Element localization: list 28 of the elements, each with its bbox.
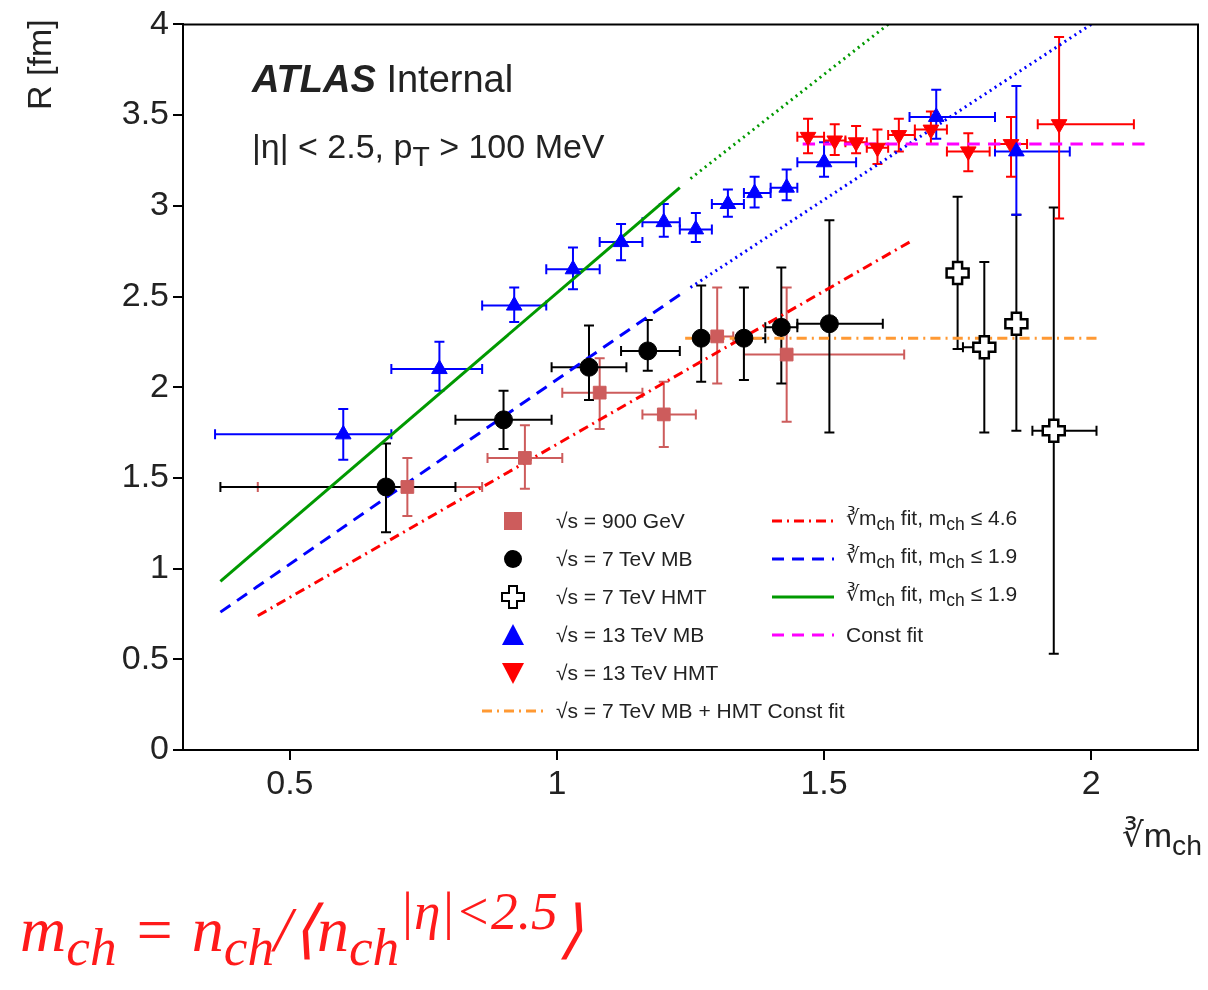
annotation: |η| < 2.5, p$_{T}$ > 100 MeV — [252, 127, 605, 173]
legend-label: √s = 7 TeV MB — [556, 547, 693, 571]
y-tick-label: 4 — [150, 2, 169, 41]
y-tick-label: 0 — [150, 728, 169, 767]
x-tick-label: 1.5 — [800, 762, 848, 801]
y-tick-label: 3.5 — [121, 93, 169, 132]
y-axis-title: R [fm] — [20, 19, 59, 110]
x-tick-label: 1 — [547, 762, 567, 801]
legend-label: √s = 7 TeV HMT — [556, 585, 707, 609]
y-tick-label: 2.5 — [121, 274, 169, 313]
legend-label: √s = 900 GeV — [556, 509, 685, 533]
legend-label: Const fit — [846, 623, 924, 647]
y-tick-label: 2 — [150, 365, 169, 404]
legend-label: ∛m$_{ch}$ fit, m$_{ch}$ ≤ 4.6 — [846, 506, 1018, 536]
legend-label: ∛m$_{ch}$ fit, m$_{ch}$ ≤ 1.9 — [846, 544, 1018, 574]
y-tick-label: 0.5 — [121, 637, 169, 676]
legend-label: ∛m$_{ch}$ fit, m$_{ch}$ ≤ 1.9 — [846, 582, 1018, 612]
legend-label: √s = 13 TeV HMT — [556, 661, 719, 685]
x-tick-label: 0.5 — [266, 762, 314, 801]
x-axis-title: ∛m$_{ch}$ — [1121, 815, 1202, 862]
annotation: ATLAS Internal — [252, 58, 514, 101]
x-tick-label: 2 — [1081, 762, 1101, 801]
text: m$_{ch}$ = n$_{ch}$/⟨n$_{ch}$$^{|η|<2.5}$⟩ — [20, 880, 583, 979]
legend-label: √s = 7 TeV MB + HMT Const fit — [556, 699, 845, 723]
y-tick-label: 1 — [150, 546, 169, 585]
y-tick-label: 3 — [150, 184, 169, 223]
legend-label: √s = 13 TeV MB — [556, 623, 705, 647]
y-tick-label: 1.5 — [121, 456, 169, 495]
